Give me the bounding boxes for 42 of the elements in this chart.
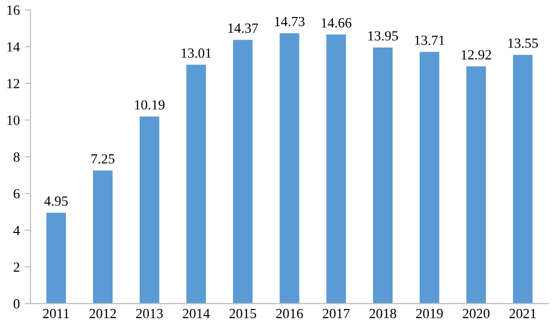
data-label: 4.95: [44, 196, 68, 206]
x-tick-label: 2018: [370, 308, 396, 318]
x-tick-label: 2017: [322, 308, 350, 318]
y-tick-label: 0: [14, 299, 20, 309]
y-tick-label: 12: [7, 78, 20, 88]
y-tick-label: 4: [13, 226, 20, 235]
bar: [326, 34, 346, 304]
data-label: 13.55: [508, 38, 538, 48]
bar: [372, 48, 393, 304]
data-label: 14.66: [322, 18, 352, 28]
x-tick-label: 2014: [182, 308, 210, 318]
y-tick-label: 8: [14, 152, 20, 162]
bar: [46, 212, 66, 304]
y-tick-label: 16: [7, 6, 20, 15]
bar: [420, 52, 440, 304]
bar: [280, 33, 300, 304]
data-label: 13.71: [415, 36, 444, 46]
bar: [466, 66, 486, 304]
bar: [93, 170, 113, 304]
x-tick-label: 2021: [510, 308, 536, 318]
x-tick-label: 2020: [462, 308, 490, 318]
data-label: 14.37: [228, 24, 258, 33]
x-tick-label: 2015: [230, 308, 256, 318]
x-tick-label: 2016: [276, 308, 303, 318]
x-tick-label: 2011: [43, 308, 69, 318]
y-tick-label: 6: [14, 189, 20, 198]
data-label: 10.19: [135, 100, 165, 110]
data-label: 14.73: [275, 16, 305, 26]
y-tick-label: 14: [7, 42, 20, 52]
data-label: 13.95: [368, 31, 398, 41]
data-label: 13.01: [182, 48, 211, 58]
data-label: 7.25: [92, 154, 114, 164]
bar: [140, 116, 160, 304]
x-tick-label: 2012: [90, 308, 116, 318]
data-label: 12.92: [462, 50, 491, 60]
x-tick-label: 2013: [136, 308, 163, 318]
bar: [186, 64, 206, 304]
x-tick-label: 2019: [416, 308, 443, 318]
y-tick-label: 10: [7, 116, 20, 125]
y-tick-label: 2: [14, 262, 20, 272]
bar: [512, 54, 533, 304]
bar: [233, 40, 253, 304]
